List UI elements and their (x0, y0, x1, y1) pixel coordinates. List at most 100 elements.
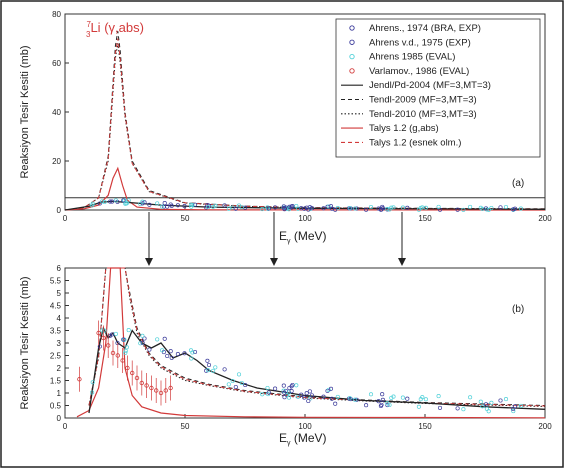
varlamov-marker (120, 358, 125, 363)
data-marker (204, 368, 209, 373)
data-marker (436, 394, 441, 399)
data-marker (266, 206, 271, 211)
data-marker (192, 349, 198, 355)
data-marker (333, 207, 338, 212)
data-marker (273, 205, 278, 210)
data-marker (309, 206, 315, 211)
data-marker (124, 345, 129, 350)
data-marker (205, 205, 211, 210)
arrow-140mev (398, 212, 406, 266)
data-marker (420, 395, 425, 400)
legend-label: Tendl-2009 (MF=3,MT=3) (369, 95, 477, 106)
data-marker (281, 388, 286, 393)
data-marker (503, 397, 509, 402)
y-tick-label: 1 (57, 389, 62, 398)
y-tick-label: 4 (57, 314, 62, 323)
data-marker (400, 395, 405, 400)
data-marker (405, 396, 410, 401)
arrow-85mev (270, 212, 278, 266)
data-marker (282, 395, 287, 400)
data-marker (138, 341, 143, 346)
panel-a-data-markers (90, 198, 523, 212)
panel-b-label: (b) (512, 304, 524, 315)
reaction-annotation: 7 3Li (γ,abs) (86, 20, 144, 39)
data-marker (489, 400, 494, 405)
data-marker (140, 340, 145, 345)
data-marker (307, 389, 312, 394)
data-marker (387, 402, 392, 408)
data-marker (124, 201, 129, 206)
data-marker (182, 204, 187, 209)
data-marker (169, 355, 174, 360)
data-marker (302, 395, 307, 400)
data-marker (239, 380, 244, 386)
connector-arrows (145, 212, 406, 266)
data-marker (391, 205, 396, 210)
data-marker (290, 382, 295, 388)
varlamov-marker (163, 388, 168, 393)
data-marker (90, 201, 95, 206)
legend-label: Ahrens v.d., 1975 (EXP) (369, 37, 471, 48)
varlamov-marker (139, 380, 144, 386)
data-marker (295, 394, 301, 399)
data-marker (483, 402, 489, 407)
data-marker (213, 203, 218, 208)
data-marker (286, 395, 292, 400)
legend-item: Talys 1.2 (esnek olm.) (341, 137, 461, 148)
data-marker (380, 392, 385, 397)
data-marker (211, 204, 216, 209)
data-marker (489, 205, 494, 211)
data-marker (436, 204, 441, 209)
data-marker (352, 206, 358, 211)
varlamov-marker (149, 385, 154, 391)
data-marker (368, 204, 374, 210)
panel-a: 0 50 100 150 200 0 20 40 60 80 7 3Li (γ,abs) (a) A… (19, 10, 552, 223)
data-marker (243, 382, 248, 388)
data-marker (189, 356, 194, 361)
data-marker (175, 352, 180, 357)
data-marker (230, 378, 235, 384)
data-marker (347, 206, 352, 211)
data-marker (511, 409, 516, 414)
x-tick-label: 200 (538, 214, 552, 223)
data-marker (325, 388, 330, 393)
varlamov-marker (101, 335, 106, 341)
data-marker (121, 337, 126, 342)
panel-b-error-bars (77, 320, 173, 406)
data-marker (182, 351, 187, 356)
data-marker (455, 406, 460, 411)
legend-label: Varlamov., 1986 (EVAL) (369, 66, 469, 77)
data-marker (304, 391, 309, 396)
panel-b-axes: 0 50 100 150 200 0 0.5 1 1.5 2 2.5 3 3.5 4 4.5 5 5.5 6 (50, 264, 552, 431)
data-marker (165, 353, 170, 359)
data-marker (364, 207, 369, 212)
data-marker (484, 207, 489, 212)
x-tick-label: 150 (418, 422, 432, 431)
data-marker (512, 206, 518, 211)
y-tick-label: 40 (52, 108, 61, 117)
data-marker (140, 199, 145, 204)
series-line (76, 267, 546, 419)
data-marker (100, 328, 105, 333)
data-marker (123, 348, 128, 354)
data-marker (326, 387, 331, 392)
data-marker (126, 328, 131, 333)
data-marker (391, 394, 396, 399)
data-marker (518, 403, 523, 408)
y-tick-label: 3 (57, 339, 62, 348)
x-tick-label: 100 (298, 422, 312, 431)
data-marker (155, 201, 160, 206)
data-marker (160, 348, 165, 353)
data-marker (140, 333, 145, 338)
data-marker (468, 395, 473, 400)
data-marker (108, 199, 113, 204)
data-marker (109, 332, 115, 337)
data-marker (97, 201, 102, 206)
y-tick-label: 0.5 (50, 402, 62, 411)
panel-b-y-axis-label: Reaksiyon Tesir Kesiti (mb) (19, 276, 31, 409)
y-tick-label: 5.5 (50, 277, 62, 286)
legend-item: Tendl-2010 (MF=3,MT=3) (341, 109, 477, 120)
y-tick-label: 2.5 (50, 352, 62, 361)
data-marker (511, 207, 516, 212)
